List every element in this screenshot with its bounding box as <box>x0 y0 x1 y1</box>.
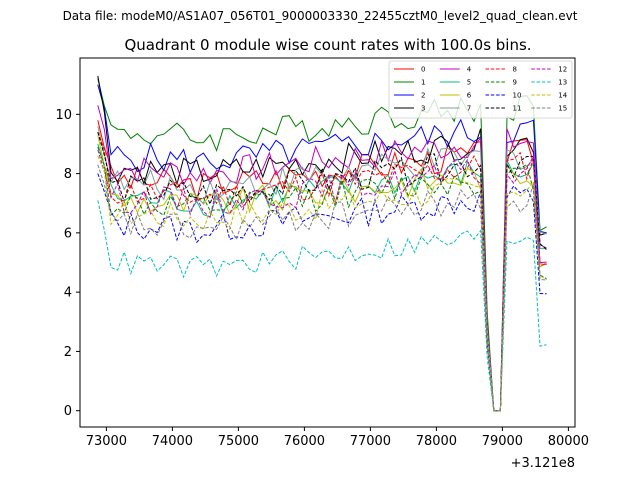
legend-label-4: 4 <box>467 66 472 74</box>
series-line-10 <box>97 173 547 412</box>
y-tick-label: 4 <box>64 286 72 301</box>
legend-label-3: 3 <box>421 105 425 113</box>
legend-label-15: 15 <box>558 105 567 113</box>
x-tick-label: 79000 <box>482 434 523 449</box>
x-tick-label: 76000 <box>284 434 325 449</box>
legend-label-10: 10 <box>513 92 522 100</box>
axes-layer: 73000 74000 75000 76000 77000 78000 79000 80000… <box>55 57 589 449</box>
legend-label-9: 9 <box>513 79 517 87</box>
y-tick-label: 0 <box>64 404 72 419</box>
x-tick-label: 73000 <box>86 434 127 449</box>
axes-frame <box>79 57 576 428</box>
series-line-13 <box>97 200 547 412</box>
legend-box <box>388 60 573 119</box>
legend-label-2: 2 <box>421 92 425 100</box>
chart-suptitle: Data file: modeM0/AS1A07_056T01_90000033… <box>63 9 578 23</box>
series-line-7 <box>97 126 547 412</box>
legend-label-0: 0 <box>421 66 425 74</box>
legend-label-12: 12 <box>558 66 567 74</box>
x-tick-label: 78000 <box>416 434 457 449</box>
legend-label-1: 1 <box>421 79 425 87</box>
legend-label-14: 14 <box>558 92 567 100</box>
series-line-8 <box>97 131 547 412</box>
series-line-14 <box>97 155 547 412</box>
x-tick-label: 74000 <box>152 434 193 449</box>
legend-label-5: 5 <box>467 79 471 87</box>
chart-title: Quadrant 0 module wise count rates with … <box>124 36 531 54</box>
x-offset-label: +3.121e8 <box>511 456 575 471</box>
series-line-4 <box>97 105 547 412</box>
y-tick-label: 8 <box>64 167 72 182</box>
y-tick-label: 2 <box>64 345 72 360</box>
series-line-15 <box>97 164 547 412</box>
x-tick-label: 77000 <box>350 434 391 449</box>
series-layer <box>97 75 547 412</box>
legend-label-8: 8 <box>513 66 517 74</box>
y-tick-label: 6 <box>64 226 72 241</box>
legend-label-7: 7 <box>467 105 471 113</box>
legend-label-13: 13 <box>558 79 567 87</box>
series-line-12 <box>97 149 547 412</box>
legend-label-6: 6 <box>467 92 472 100</box>
x-tick-label: 75000 <box>218 434 259 449</box>
y-tick-label: 10 <box>55 108 72 123</box>
x-tick-label: 80000 <box>548 434 589 449</box>
series-line-2 <box>97 84 547 412</box>
series-line-11 <box>97 131 547 412</box>
series-line-5 <box>97 143 547 412</box>
legend-label-11: 11 <box>513 105 522 113</box>
series-line-9 <box>97 146 547 412</box>
